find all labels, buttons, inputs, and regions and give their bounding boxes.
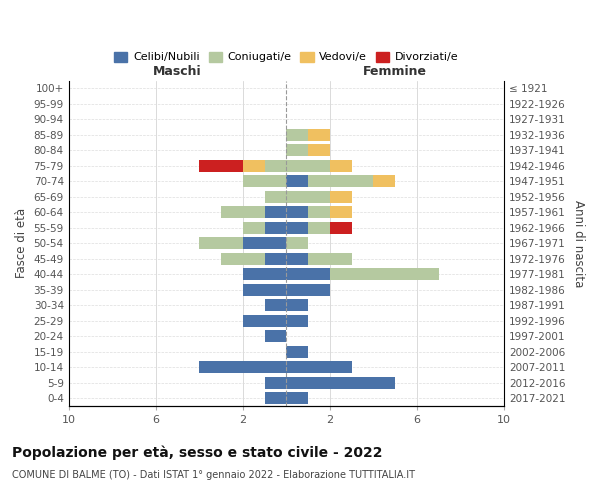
Bar [199, 361, 286, 374]
Bar [243, 238, 286, 250]
Text: COMUNE DI BALME (TO) - Dati ISTAT 1° gennaio 2022 - Elaborazione TUTTITALIA.IT: COMUNE DI BALME (TO) - Dati ISTAT 1° gen… [12, 470, 415, 480]
Bar [286, 191, 330, 203]
Bar [265, 299, 286, 312]
Bar [286, 222, 308, 234]
Y-axis label: Fasce di età: Fasce di età [15, 208, 28, 278]
Text: Maschi: Maschi [153, 64, 202, 78]
Bar [308, 129, 330, 141]
Legend: Celibi/Nubili, Coniugati/e, Vedovi/e, Divorziati/e: Celibi/Nubili, Coniugati/e, Vedovi/e, Di… [110, 47, 463, 67]
Bar [286, 376, 395, 389]
Bar [265, 191, 286, 203]
Bar [286, 268, 330, 280]
Bar [243, 160, 265, 172]
Bar [308, 144, 330, 156]
Text: Popolazione per età, sesso e stato civile - 2022: Popolazione per età, sesso e stato civil… [12, 446, 383, 460]
Bar [265, 392, 286, 404]
Bar [330, 191, 352, 203]
Bar [265, 253, 286, 265]
Bar [243, 176, 286, 188]
Bar [286, 206, 308, 218]
Bar [265, 206, 286, 218]
Bar [286, 284, 330, 296]
Bar [308, 206, 330, 218]
Bar [330, 222, 352, 234]
Text: Femmine: Femmine [363, 64, 427, 78]
Bar [286, 238, 308, 250]
Bar [373, 176, 395, 188]
Bar [243, 268, 286, 280]
Bar [265, 330, 286, 342]
Bar [330, 268, 439, 280]
Bar [265, 160, 286, 172]
Bar [286, 299, 308, 312]
Bar [221, 253, 265, 265]
Bar [286, 129, 308, 141]
Bar [221, 206, 265, 218]
Bar [199, 238, 243, 250]
Bar [265, 376, 286, 389]
Bar [199, 160, 243, 172]
Bar [286, 144, 308, 156]
Bar [265, 222, 286, 234]
Bar [286, 160, 330, 172]
Y-axis label: Anni di nascita: Anni di nascita [572, 200, 585, 287]
Bar [286, 176, 308, 188]
Bar [286, 314, 308, 327]
Bar [330, 160, 352, 172]
Bar [308, 253, 352, 265]
Bar [243, 314, 286, 327]
Bar [286, 253, 308, 265]
Bar [286, 346, 308, 358]
Bar [308, 176, 373, 188]
Bar [286, 392, 308, 404]
Bar [330, 206, 352, 218]
Bar [243, 284, 286, 296]
Bar [308, 222, 330, 234]
Bar [243, 222, 265, 234]
Bar [286, 361, 352, 374]
